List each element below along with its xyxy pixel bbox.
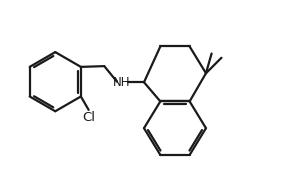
Text: Cl: Cl bbox=[82, 111, 95, 124]
Text: NH: NH bbox=[113, 76, 131, 89]
